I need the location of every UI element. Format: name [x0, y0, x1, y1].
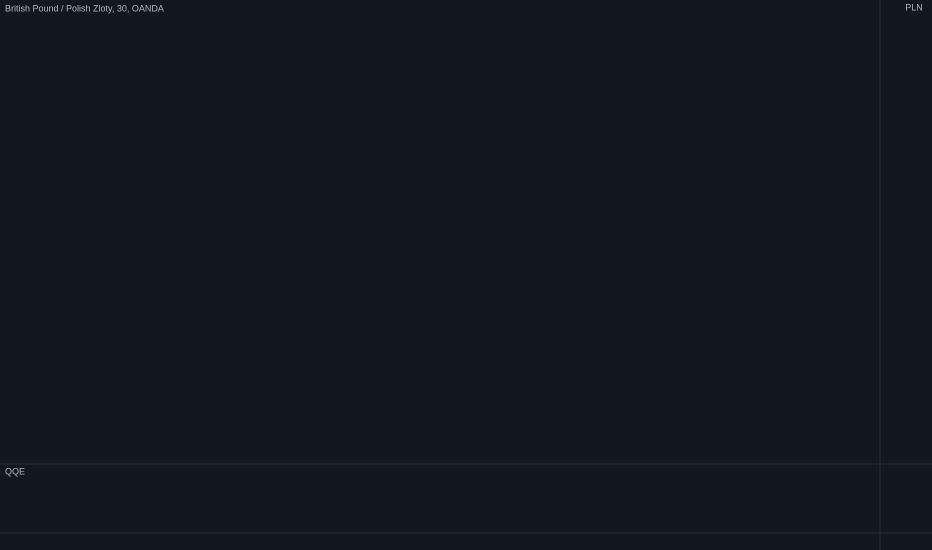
indicator-title: QQE [5, 466, 25, 476]
currency: PLN [905, 2, 923, 12]
chart-title: British Pound / Polish Zloty, 30, OANDA [5, 3, 164, 13]
